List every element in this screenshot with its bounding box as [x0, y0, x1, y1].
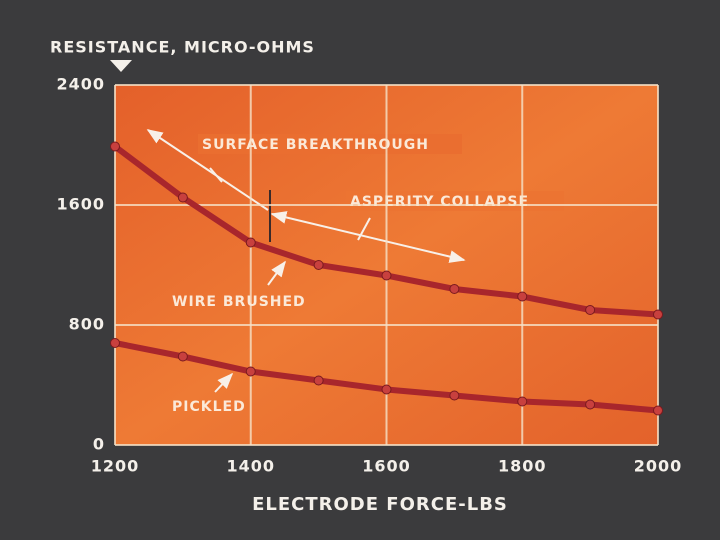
data-point [653, 405, 663, 416]
leader [357, 217, 371, 241]
data-point [177, 351, 188, 362]
data-point [449, 284, 460, 294]
data-point [245, 237, 256, 248]
data-point [585, 305, 596, 315]
annotation-arrows [146, 129, 466, 393]
arrow [146, 129, 269, 211]
leader [209, 167, 223, 183]
data-point [313, 260, 324, 270]
data-point [313, 375, 324, 386]
y-tick-label: 800 [69, 315, 105, 334]
x-tick-label: 1600 [362, 457, 411, 476]
chart-title: RESISTANCE, MICRO-OHMS [50, 38, 315, 57]
leader [267, 260, 286, 286]
y-tick-label: 0 [93, 435, 105, 454]
y-tick-label: 2400 [56, 75, 105, 94]
series-label: WIRE BRUSHED [172, 294, 306, 310]
x-axis-label: ELECTRODE FORCE-LBS [252, 494, 508, 515]
series-label: PICKLED [172, 399, 246, 415]
annotation: ASPERITY COLLAPSE [350, 194, 529, 210]
x-tick-label: 1800 [498, 457, 547, 476]
data-point [110, 338, 120, 348]
title-pointer [110, 60, 132, 72]
data-point [245, 366, 256, 377]
x-tick-label: 1200 [91, 457, 140, 476]
leader [214, 372, 234, 393]
data-point [449, 390, 460, 401]
x-tick-label: 2000 [634, 457, 683, 476]
y-tick-label: 1600 [56, 195, 105, 214]
arrow [270, 211, 466, 263]
label-bg [198, 134, 462, 154]
data-point [517, 291, 528, 302]
data-point [381, 270, 392, 281]
data-point [110, 141, 120, 152]
data-point [585, 399, 596, 410]
data-point [653, 309, 663, 320]
data-point [381, 384, 392, 395]
data-point [517, 396, 528, 407]
x-tick-label: 1400 [226, 457, 275, 476]
data-point [177, 192, 188, 203]
annotation: SURFACE BREAKTHROUGH [202, 137, 429, 153]
